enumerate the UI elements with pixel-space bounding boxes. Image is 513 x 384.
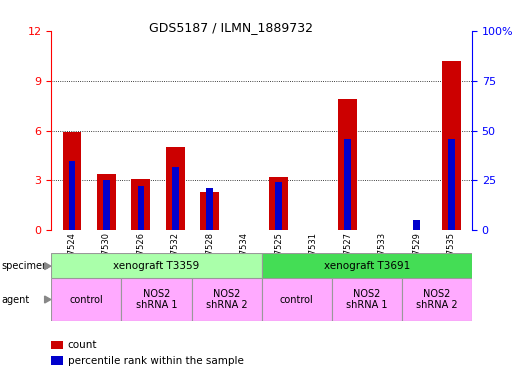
Bar: [262, 278, 332, 321]
Text: GDS5187 / ILMN_1889732: GDS5187 / ILMN_1889732: [149, 21, 313, 34]
Bar: [69, 161, 75, 230]
Bar: [63, 132, 82, 230]
Bar: [332, 278, 402, 321]
Bar: [262, 253, 472, 278]
Bar: [191, 278, 262, 321]
Bar: [344, 139, 351, 230]
Bar: [131, 179, 150, 230]
Text: xenograft T3359: xenograft T3359: [113, 261, 200, 271]
Text: NOS2
shRNA 2: NOS2 shRNA 2: [416, 289, 458, 310]
Text: specimen: specimen: [1, 261, 48, 271]
Bar: [269, 177, 288, 230]
Bar: [413, 220, 420, 230]
Bar: [275, 182, 282, 230]
Text: NOS2
shRNA 1: NOS2 shRNA 1: [136, 289, 177, 310]
Text: NOS2
shRNA 1: NOS2 shRNA 1: [346, 289, 387, 310]
Bar: [206, 189, 213, 230]
Bar: [166, 147, 185, 230]
Bar: [448, 139, 455, 230]
Text: percentile rank within the sample: percentile rank within the sample: [68, 356, 244, 366]
Bar: [172, 167, 179, 230]
Text: count: count: [68, 340, 97, 350]
Bar: [339, 99, 358, 230]
Bar: [201, 192, 220, 230]
Text: control: control: [69, 295, 103, 305]
Bar: [51, 278, 122, 321]
Bar: [122, 278, 191, 321]
Text: control: control: [280, 295, 313, 305]
Text: NOS2
shRNA 2: NOS2 shRNA 2: [206, 289, 247, 310]
Bar: [103, 180, 110, 230]
Text: agent: agent: [1, 295, 29, 305]
Bar: [51, 253, 262, 278]
Bar: [402, 278, 472, 321]
Bar: [137, 187, 144, 230]
Bar: [97, 174, 116, 230]
Text: xenograft T3691: xenograft T3691: [324, 261, 410, 271]
Bar: [442, 61, 461, 230]
